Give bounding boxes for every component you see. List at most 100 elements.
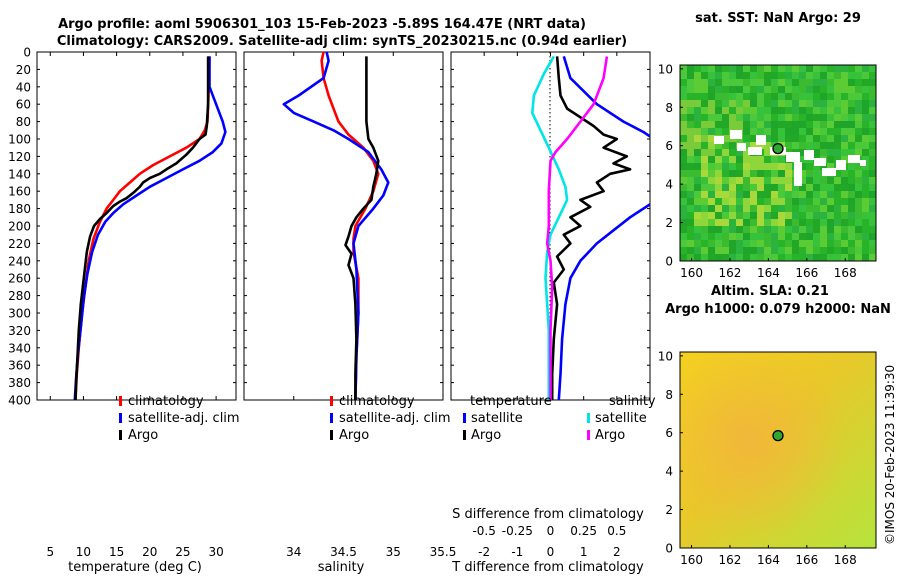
sst-texture-cell: [792, 184, 799, 191]
sst-texture-cell: [764, 149, 771, 156]
legend-climatology-label: climatology: [128, 394, 204, 409]
sst-texture-cell: [869, 149, 876, 156]
sst-texture-cell: [736, 121, 743, 128]
sst-texture-cell: [792, 65, 799, 72]
sst-texture-cell: [785, 114, 792, 121]
salinity-x-tick-label: 34: [286, 545, 301, 559]
sst-texture-cell: [834, 149, 841, 156]
sst-texture-cell: [771, 219, 778, 226]
sst-texture-cell: [722, 100, 729, 107]
sst-texture-cell: [855, 72, 862, 79]
sst-texture-cell: [771, 191, 778, 198]
sst-texture-cell: [729, 156, 736, 163]
sst-texture-cell: [764, 191, 771, 198]
sst-texture-cell: [834, 156, 841, 163]
sst-gap: [714, 136, 724, 144]
sst-texture-cell: [764, 72, 771, 79]
sst-texture-cell: [841, 247, 848, 254]
sst-texture-cell: [687, 93, 694, 100]
sst-texture-cell: [687, 212, 694, 219]
sst-texture-cell: [806, 114, 813, 121]
sst-texture-cell: [687, 163, 694, 170]
sst-texture-cell: [771, 170, 778, 177]
sst-texture-cell: [834, 86, 841, 93]
sst-texture-cell: [743, 72, 750, 79]
sst-texture-cell: [743, 135, 750, 142]
sst-texture-cell: [841, 170, 848, 177]
sst-texture-cell: [771, 72, 778, 79]
sst-texture-cell: [813, 226, 820, 233]
map-x-tick-label: 168: [834, 553, 857, 567]
sst-texture-cell: [680, 247, 687, 254]
sst-texture-cell: [757, 121, 764, 128]
sst-texture-cell: [680, 121, 687, 128]
depth-tick-label: 260: [8, 272, 31, 286]
sst-texture-cell: [848, 240, 855, 247]
sst-texture-cell: [841, 198, 848, 205]
sst-texture-cell: [708, 142, 715, 149]
sst-texture-cell: [764, 93, 771, 100]
sst-texture-cell: [785, 247, 792, 254]
sst-texture-cell: [757, 219, 764, 226]
temperature-x-ticks: 5 10 15 20 25 30: [46, 52, 224, 559]
sst-texture-cell: [694, 100, 701, 107]
sst-texture-cell: [743, 219, 750, 226]
sst-texture-cell: [827, 233, 834, 240]
sst-texture-cell: [687, 149, 694, 156]
sst-texture-cell: [743, 226, 750, 233]
sst-texture-cell: [869, 100, 876, 107]
salinity-y-ticks: [244, 51, 443, 401]
sst-texture-cell: [708, 100, 715, 107]
sst-texture-cell: [680, 226, 687, 233]
sst-texture-cell: [764, 254, 771, 261]
sst-texture-cell: [813, 191, 820, 198]
sst-texture-cell: [680, 163, 687, 170]
sst-texture-cell: [799, 114, 806, 121]
sst-texture-cell: [820, 135, 827, 142]
sst-texture-cell: [722, 240, 729, 247]
sst-texture-cell: [687, 219, 694, 226]
sst-texture-cell: [757, 156, 764, 163]
sst-texture-cell: [764, 121, 771, 128]
sst-texture-cell: [750, 128, 757, 135]
sst-texture-cell: [722, 128, 729, 135]
sst-texture-cell: [841, 184, 848, 191]
map-y-tick-label: 8: [665, 388, 673, 402]
sst-texture-cell: [736, 86, 743, 93]
sst-texture-cell: [680, 184, 687, 191]
sst-texture-cell: [785, 184, 792, 191]
sst-texture-cell: [785, 128, 792, 135]
sst-texture-cell: [862, 219, 869, 226]
sst-texture-cell: [799, 135, 806, 142]
sst-texture-cell: [862, 240, 869, 247]
sst-texture-cell: [820, 114, 827, 121]
legend-climatology-swatch: [330, 396, 333, 406]
sst-texture-cell: [715, 72, 722, 79]
sst-texture-cell: [771, 247, 778, 254]
sst-texture-cell: [792, 128, 799, 135]
sst-texture-cell: [687, 121, 694, 128]
sst-texture-cell: [841, 226, 848, 233]
sst-texture-cell: [806, 240, 813, 247]
sst-texture-cell: [806, 205, 813, 212]
sst-gap: [737, 143, 746, 151]
sst-texture-cell: [841, 177, 848, 184]
sst-texture-cell: [736, 100, 743, 107]
sst-texture-cell: [708, 219, 715, 226]
sst-texture-cell: [757, 254, 764, 261]
sst-texture-cell: [792, 107, 799, 114]
sst-texture-cell: [792, 135, 799, 142]
sst-texture-cell: [743, 205, 750, 212]
sst-gap: [756, 135, 766, 145]
sst-texture-cell: [729, 65, 736, 72]
sst-texture-cell: [750, 170, 757, 177]
sst-texture-cell: [778, 247, 785, 254]
difference-y-ticks: [451, 51, 650, 401]
series-line-temperature-argo: [550, 56, 632, 400]
sst-texture-cell: [813, 135, 820, 142]
sst-texture-cell: [708, 72, 715, 79]
sla-map-highlight: [680, 352, 876, 548]
sst-texture-cell: [827, 177, 834, 184]
sst-texture-cell: [729, 240, 736, 247]
sst-texture-cell: [736, 233, 743, 240]
